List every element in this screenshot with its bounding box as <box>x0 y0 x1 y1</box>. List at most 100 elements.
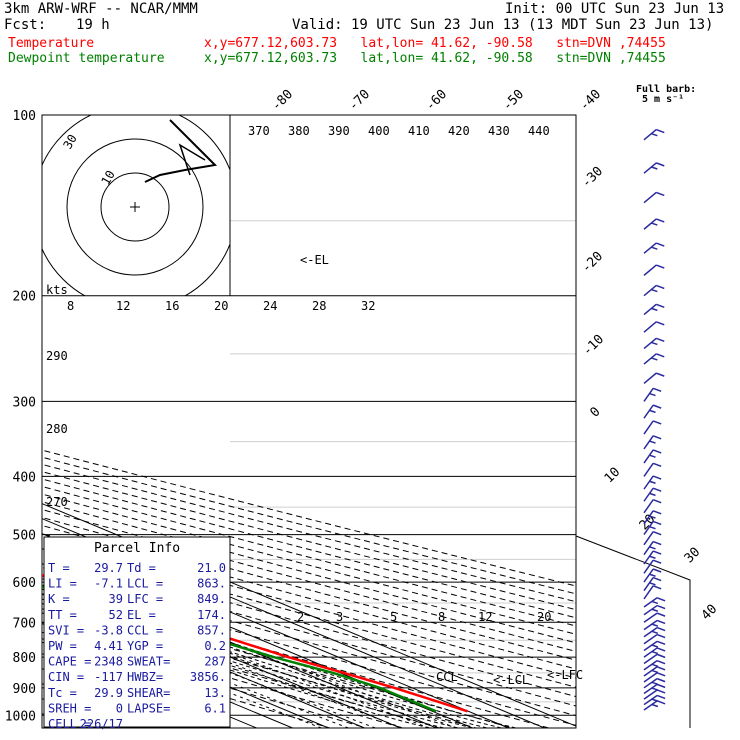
parcel-info-cell: -7.1 <box>94 577 123 591</box>
barb-shaft <box>643 404 654 419</box>
barb-shaft <box>643 191 657 204</box>
speed-label: 12 <box>116 299 130 313</box>
parcel-info-cell: 6.1 <box>204 701 226 715</box>
lower-right-frame <box>575 535 691 728</box>
parcel-info-cell: HWBZ= <box>127 670 163 684</box>
wind-barb <box>643 435 662 450</box>
speed-label: 32 <box>361 299 375 313</box>
wind-barb <box>643 659 666 671</box>
parcel-info-cell: SVI = <box>48 623 84 637</box>
barb-half <box>651 608 659 612</box>
isotherm-right-label: 30 <box>682 545 704 567</box>
barb-legend-title: Full barb: <box>636 84 697 95</box>
barb-shaft <box>643 387 654 402</box>
barb-flag <box>652 510 662 515</box>
parcel-info-cell: 4.41 <box>94 639 123 653</box>
isotherm-right-label: -30 <box>579 164 606 191</box>
barb-flag <box>652 520 662 526</box>
dry-adiabat-label: 270 <box>46 495 68 509</box>
barb-flag <box>656 666 666 671</box>
barb-shaft <box>643 559 654 574</box>
barb-shaft <box>643 597 658 608</box>
wind-barb <box>643 604 666 616</box>
dry-adiabat-line <box>42 575 576 726</box>
dry-adiabat-line <box>42 593 513 728</box>
isotherm-right-label: 40 <box>699 602 721 624</box>
parcel-info-cell: 849. <box>197 592 226 606</box>
theta-e-label: 420 <box>448 124 470 138</box>
isotherm-top-label: -70 <box>346 87 373 114</box>
parcel-info-cell: 29.9 <box>94 686 123 700</box>
barb-flag <box>656 659 666 665</box>
barb-shaft <box>643 218 657 230</box>
mixing-ratio-label: 2 <box>297 610 304 624</box>
temperature-profile <box>42 573 468 713</box>
barb-half <box>649 515 656 519</box>
isotherm-line <box>42 518 545 728</box>
pressure-label: 400 <box>13 470 36 485</box>
barb-shaft <box>643 633 658 645</box>
wind-barb <box>643 191 665 204</box>
barb-half <box>651 703 659 708</box>
barb-shaft <box>643 510 654 525</box>
barb-half <box>649 454 656 458</box>
speed-label: 28 <box>312 299 326 313</box>
parcel-info-cell: YGP = <box>127 639 163 653</box>
barb-flag <box>656 640 666 646</box>
barb-shaft <box>643 640 658 652</box>
wind-barb <box>643 475 662 490</box>
parcel-info-cell: 226/17 <box>80 717 123 731</box>
valid-time: Valid: 19 UTC Sun 23 Jun 13 (13 MDT Sun … <box>292 17 714 33</box>
wind-barb <box>643 626 666 638</box>
barb-half <box>651 222 658 226</box>
dry-adiabat-line <box>42 622 403 728</box>
barb-shaft <box>643 264 657 276</box>
parcel-info-cell: 857. <box>197 623 226 637</box>
wind-barb <box>643 568 662 583</box>
wind-barb <box>643 672 666 683</box>
isotherm-line <box>42 503 576 727</box>
barb-flag <box>652 568 662 573</box>
barb-shaft <box>643 337 657 350</box>
speed-label: 24 <box>263 299 277 313</box>
ccl-marker: CCL <box>436 670 458 684</box>
barb-half <box>651 357 658 361</box>
model-title: 3km ARW-WRF -- NCAR/MMM <box>4 1 198 17</box>
wind-barb <box>643 372 665 384</box>
parcel-info-cell: 13. <box>204 686 226 700</box>
barb-shaft <box>643 660 658 671</box>
wind-barb <box>643 487 662 502</box>
pressure-label: 800 <box>13 651 36 666</box>
theta-e-label: 410 <box>408 124 430 138</box>
isotherm-top-label: -50 <box>500 87 527 114</box>
barb-half <box>649 526 656 530</box>
wind-barb <box>643 404 662 419</box>
wind-barb <box>643 559 662 574</box>
lfc-marker: <-LFC <box>547 668 583 682</box>
barb-shaft <box>643 568 654 583</box>
barb-flag <box>656 694 666 700</box>
wind-barb <box>643 162 665 174</box>
barb-shaft <box>643 619 658 631</box>
wind-barb <box>643 619 666 631</box>
barb-flag <box>656 626 666 632</box>
barb-shaft <box>643 435 654 450</box>
barb-flag <box>656 683 666 689</box>
wind-barb <box>643 530 662 546</box>
barb-shaft <box>643 128 657 141</box>
wind-barb <box>643 303 665 316</box>
isotherm-line <box>42 533 509 728</box>
barb-half <box>651 288 658 293</box>
barb-half <box>649 440 656 444</box>
wind-barb <box>643 387 662 402</box>
forecast-hour: 19 h <box>76 17 110 33</box>
barb-flag <box>652 585 662 590</box>
barb-flag <box>656 633 666 639</box>
hodograph-trace <box>178 143 206 176</box>
barb-shaft <box>643 683 658 695</box>
barb-legend-units: 5 m s⁻¹ <box>642 94 685 105</box>
barb-shaft <box>643 284 657 297</box>
barb-flag <box>655 242 665 247</box>
wind-barb <box>643 449 662 464</box>
